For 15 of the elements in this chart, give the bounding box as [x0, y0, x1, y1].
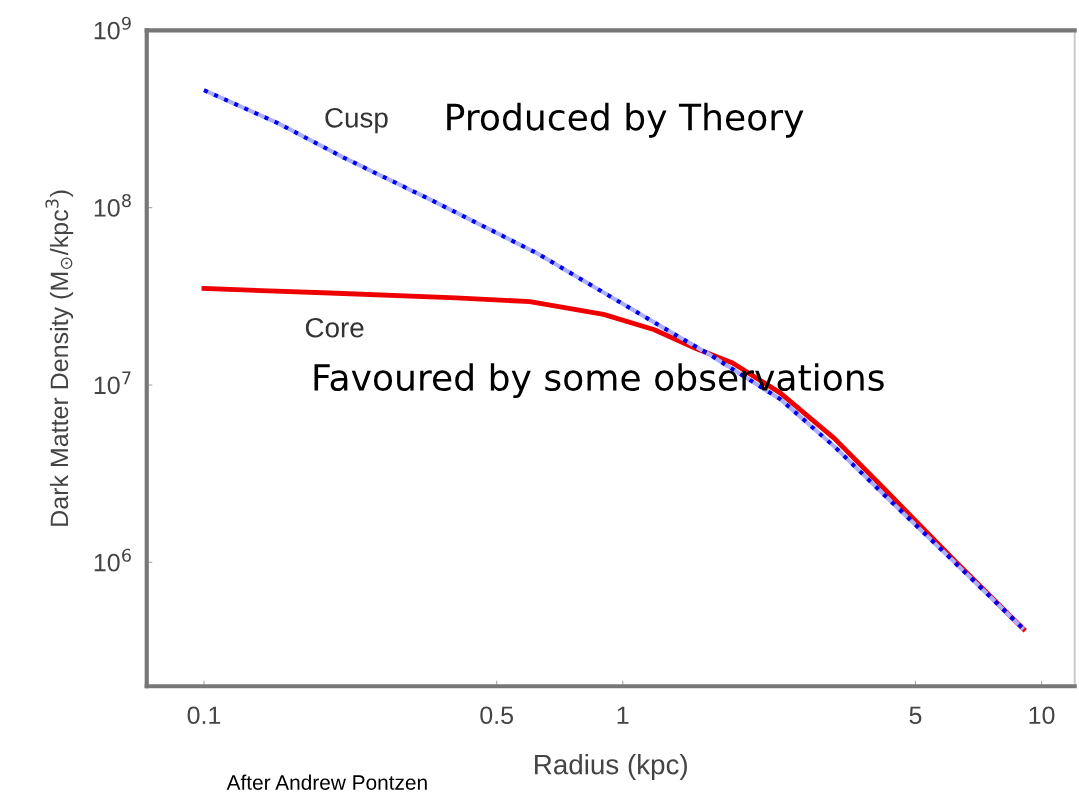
y-tick-label: 10$^{9}$ — [94, 16, 131, 40]
x-tick-label: 1 — [617, 706, 629, 724]
annotation: Core — [305, 317, 364, 338]
y-tick-label: 10$^{8}$ — [94, 193, 131, 217]
x-tick-label: 5 — [909, 706, 922, 725]
x-tick-label: 10 — [1029, 706, 1055, 725]
annotation: Produced by Theory — [447, 102, 804, 138]
x-tick-label: 0.1 — [187, 706, 221, 725]
y-tick-label: 10$^{6}$ — [94, 548, 131, 572]
x-tick-label: 0.5 — [480, 706, 514, 725]
y-tick-label: 10$^{7}$ — [94, 371, 131, 395]
y-axis-title: Dark Matter Density (M$_{⊙}$/kpc$^{3}$) — [45, 190, 74, 526]
annotation: Cusp — [325, 107, 388, 134]
x-axis-title: Radius (kpc) — [535, 754, 687, 780]
text: After Andrew Pontzen — [226, 774, 427, 790]
